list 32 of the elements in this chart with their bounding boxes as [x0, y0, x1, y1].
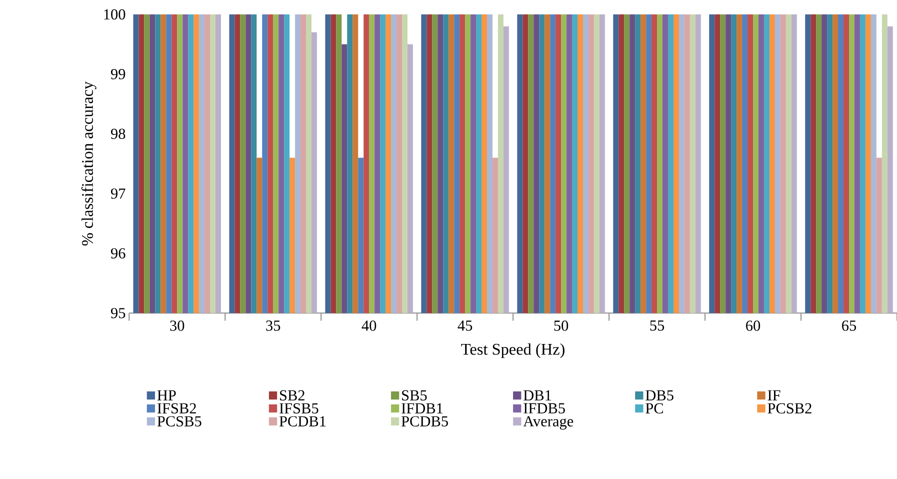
- x-tick-label: 50: [554, 320, 568, 331]
- legend-label: IFSB2: [157, 403, 196, 414]
- y-tick-label: 100: [104, 9, 126, 20]
- legend-label: IFDB1: [402, 403, 443, 414]
- x-tick-label: 65: [842, 320, 856, 331]
- legend-label: PCSB5: [157, 416, 202, 427]
- legend-label: DB5: [646, 390, 674, 401]
- x-tick-label: 55: [650, 320, 664, 331]
- x-tick-label: 35: [266, 320, 280, 331]
- y-tick-label: 96: [110, 248, 126, 259]
- x-tick-label: 40: [362, 320, 376, 331]
- legend-label: PC: [646, 403, 663, 414]
- legend-label: DB1: [524, 390, 552, 401]
- legend-label: IF: [768, 390, 780, 400]
- legend-label: PCSB2: [768, 403, 812, 414]
- y-tick-label: 98: [110, 128, 126, 140]
- x-tick-label: 45: [458, 320, 472, 331]
- legend-label: SB2: [280, 390, 304, 401]
- x-tick-label: 60: [746, 320, 760, 331]
- legend-label: HP: [157, 390, 176, 400]
- legend-label: SB5: [402, 390, 427, 401]
- y-tick-label: 99: [110, 69, 126, 80]
- legend-label: PCDB5: [401, 416, 448, 427]
- x-axis-title: Test Speed (Hz): [461, 343, 564, 358]
- legend-label: Average: [523, 416, 574, 430]
- x-tick-label: 30: [170, 320, 184, 331]
- y-axis-title: % classification accuracy: [81, 82, 96, 246]
- y-tick-label: 95: [110, 308, 126, 318]
- y-tick-label: 97: [110, 188, 126, 199]
- legend-label: IFDB5: [524, 403, 565, 414]
- legend-label: IFSB5: [280, 403, 318, 414]
- legend-label: PCDB1: [279, 416, 326, 427]
